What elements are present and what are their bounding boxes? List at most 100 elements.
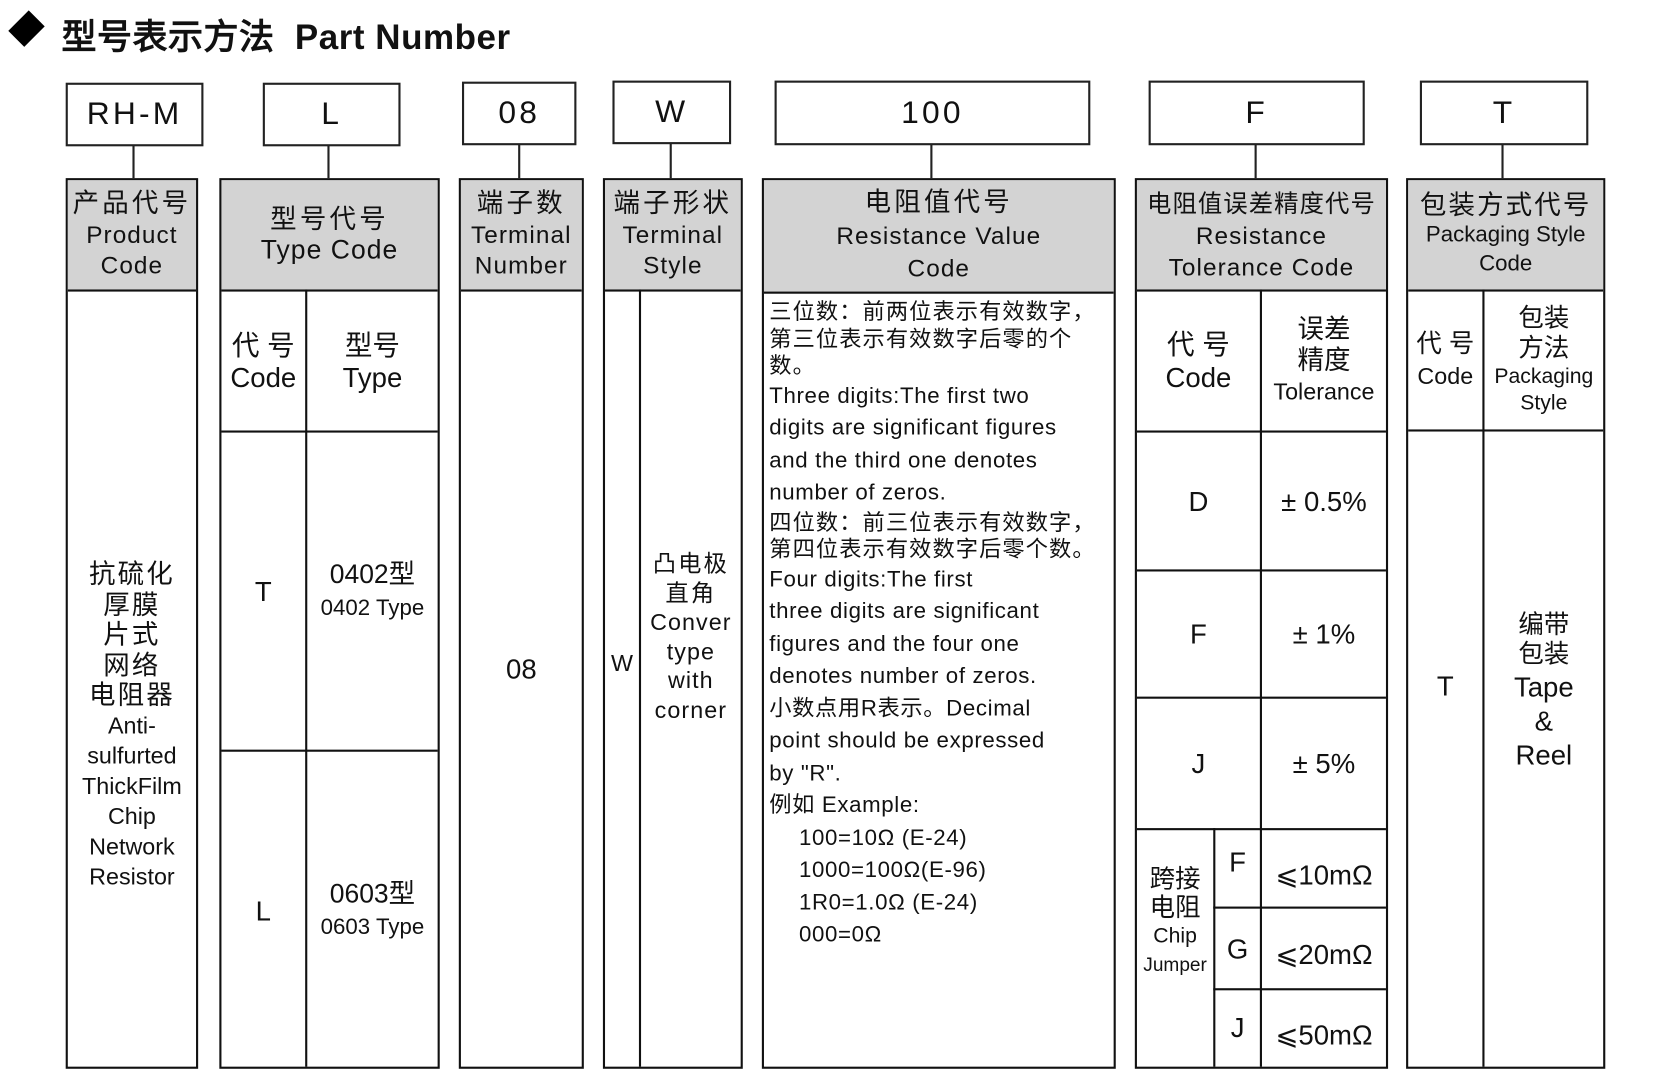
header-cn: 端子形状 bbox=[613, 188, 733, 219]
divider bbox=[1213, 828, 1216, 1067]
header-en: Type Code bbox=[260, 234, 399, 265]
text-line: three digits are significant bbox=[769, 599, 1040, 624]
jumper-value: ⩽10mΩ bbox=[1275, 858, 1373, 891]
terminal-style-column: 端子形状 Terminal Style W 凸电极 直角 Conver type… bbox=[602, 178, 743, 1069]
connector-line bbox=[669, 143, 672, 179]
header-en: Resistance Value bbox=[836, 221, 1042, 250]
text-line: figures and the four one bbox=[769, 631, 1020, 656]
header-en: Style bbox=[643, 251, 703, 279]
desc-en: with bbox=[668, 666, 714, 694]
type-row-code: L bbox=[255, 894, 271, 927]
chip-jumper-label: 跨接 电阻 Chip Jumper bbox=[1137, 859, 1213, 986]
label: 型号 bbox=[344, 329, 400, 362]
type-row-code: T bbox=[254, 575, 272, 608]
desc-en: Chip bbox=[107, 802, 156, 830]
example-label: 例如 Example: bbox=[769, 793, 920, 818]
label: Style bbox=[1520, 391, 1568, 415]
desc-en: Tape bbox=[1513, 670, 1574, 703]
header-cn: 端子数 bbox=[476, 188, 566, 219]
label: 0402 Type bbox=[320, 595, 425, 620]
desc-cn: 网络 bbox=[103, 650, 161, 681]
page-title: 型号表示方法 Part Number bbox=[61, 16, 511, 57]
text-line: 第四位表示有效数字后零个数。 bbox=[769, 537, 1096, 562]
product-code-header: 产品代号 Product Code bbox=[67, 180, 197, 292]
header-cn: 电阻值误差精度代号 bbox=[1147, 189, 1376, 217]
text-line: by "R". bbox=[769, 760, 842, 786]
label: 包装 bbox=[1518, 304, 1570, 333]
divider bbox=[1136, 569, 1386, 572]
desc-en: & bbox=[1534, 704, 1554, 737]
desc-cn: 厚膜 bbox=[103, 590, 161, 621]
type-code-header: 型号代号 Type Code bbox=[221, 180, 438, 292]
desc-en: sulfurted bbox=[87, 742, 177, 769]
desc-en: Conver bbox=[650, 608, 732, 636]
sub-header-code: 代 号 Code bbox=[1137, 292, 1260, 431]
sub-header-code: 代 号 Code bbox=[221, 292, 305, 431]
sub-header-packaging: 包装 方法 Packaging Style bbox=[1484, 292, 1603, 430]
code-box-product: RH-M bbox=[65, 82, 204, 147]
jumper-value: ⩽50mΩ bbox=[1275, 1018, 1373, 1051]
divider bbox=[1213, 988, 1386, 991]
terminal-number-value: 08 bbox=[505, 652, 537, 685]
desc-cn: 编带 bbox=[1518, 610, 1570, 639]
label: 方法 bbox=[1518, 333, 1570, 363]
header-cn: 电阻值代号 bbox=[864, 187, 1013, 218]
text-line: 三位数：前两位表示有效数字， bbox=[769, 300, 1096, 325]
type-row-type: 0402型 0402 Type bbox=[307, 433, 437, 750]
label: 误差 bbox=[1297, 314, 1351, 345]
resistance-description: 三位数：前两位表示有效数字， 第三位表示有效数字后零的个数。 Three dig… bbox=[769, 299, 1114, 952]
code-box-terminal-style: W bbox=[612, 80, 732, 145]
desc-en: type bbox=[666, 637, 716, 665]
desc-cn: 抗硫化 bbox=[88, 560, 175, 590]
desc-en: Resistor bbox=[89, 863, 175, 890]
label: 0402型 bbox=[329, 559, 416, 589]
example-line: 000=0Ω bbox=[798, 922, 882, 947]
packaging-code: T bbox=[1436, 669, 1454, 702]
tolerance-value: ± 1% bbox=[1292, 618, 1356, 650]
connector-line bbox=[518, 144, 521, 179]
text-line: 第三位表示有效数字后零的个数。 bbox=[769, 327, 1073, 379]
label: Chip bbox=[1153, 924, 1197, 948]
type-row-type: 0603型 0603 Type bbox=[307, 752, 437, 1069]
label: Code bbox=[1417, 362, 1474, 390]
label: 0603型 bbox=[329, 878, 416, 909]
label: Code bbox=[1165, 361, 1232, 393]
jumper-value: ⩽20mΩ bbox=[1275, 937, 1373, 970]
connector-line bbox=[1501, 144, 1504, 179]
connector-line bbox=[1254, 144, 1257, 179]
sub-header-code: 代 号 Code bbox=[1408, 292, 1482, 430]
text-line: denotes number of zeros. bbox=[769, 663, 1037, 689]
divider bbox=[1136, 430, 1386, 433]
product-description: 抗硫化 厚膜 片式 网络 电阻器 Anti- sulfurted ThickFi… bbox=[68, 557, 196, 896]
desc-en: corner bbox=[654, 696, 728, 723]
label: 0603 Type bbox=[320, 914, 425, 939]
packaging-description: 编带 包装 Tape & Reel bbox=[1484, 432, 1603, 1067]
example-line: 1R0=1.0Ω (E-24) bbox=[798, 890, 978, 915]
divider bbox=[1408, 429, 1604, 432]
label: 电阻 bbox=[1149, 893, 1201, 923]
divider bbox=[221, 749, 438, 752]
text-line: and the third one denotes bbox=[769, 447, 1038, 473]
header-en: Terminal bbox=[471, 220, 572, 249]
divider bbox=[221, 430, 438, 433]
desc-en: Anti- bbox=[107, 712, 156, 739]
divider bbox=[1136, 828, 1386, 831]
label: 代 号 bbox=[1416, 329, 1475, 359]
terminal-style-code: W bbox=[610, 649, 633, 676]
jumper-code: J bbox=[1230, 1011, 1245, 1044]
label: Type bbox=[342, 361, 403, 393]
text-line: digits are significant figures bbox=[769, 415, 1057, 441]
divider bbox=[1259, 289, 1262, 1067]
code-box-type: L bbox=[262, 82, 401, 147]
example-line: 100=10Ω (E-24) bbox=[798, 825, 968, 850]
text-line: 小数点用R表示。Decimal bbox=[769, 696, 1032, 721]
divider bbox=[1213, 906, 1386, 909]
jumper-code: G bbox=[1226, 932, 1249, 965]
desc-en: Reel bbox=[1515, 738, 1573, 771]
resistance-code-header: 电阻值代号 Resistance Value Code bbox=[763, 180, 1114, 294]
connector-line bbox=[930, 144, 933, 179]
connector-line bbox=[327, 145, 330, 179]
tolerance-code: D bbox=[1188, 485, 1209, 517]
text-line: 四位数：前三位表示有效数字， bbox=[769, 510, 1096, 535]
